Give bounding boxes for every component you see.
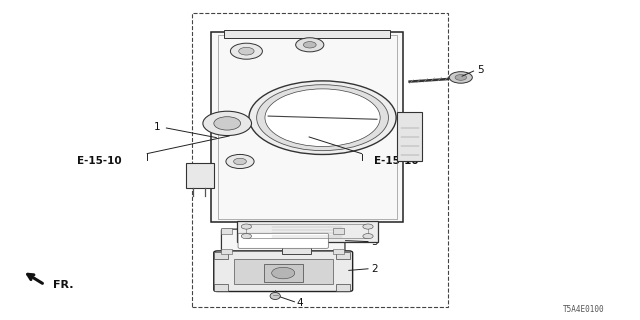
Text: FR.: FR.: [53, 280, 74, 291]
Bar: [224, 30, 390, 38]
Circle shape: [249, 81, 396, 155]
Bar: [221, 228, 232, 234]
Text: E-15-10: E-15-10: [77, 156, 122, 166]
Bar: [333, 249, 344, 254]
Text: 5: 5: [477, 65, 483, 76]
Bar: [264, 264, 303, 282]
Circle shape: [265, 89, 380, 147]
Circle shape: [363, 234, 373, 239]
Circle shape: [272, 267, 294, 279]
Circle shape: [226, 155, 254, 169]
Bar: [234, 259, 333, 284]
Bar: [282, 242, 311, 254]
Bar: [214, 284, 228, 291]
Circle shape: [241, 224, 252, 229]
Bar: [246, 224, 368, 238]
Bar: [214, 252, 228, 259]
Text: 3: 3: [371, 236, 378, 247]
Bar: [336, 252, 350, 259]
Text: 1: 1: [154, 122, 160, 132]
FancyBboxPatch shape: [214, 251, 353, 292]
Bar: [186, 163, 214, 188]
Bar: [397, 112, 422, 162]
Bar: [237, 221, 378, 242]
Bar: [333, 228, 344, 234]
Circle shape: [363, 224, 373, 229]
Text: E-15-10: E-15-10: [374, 156, 419, 166]
Text: T5A4E0100: T5A4E0100: [563, 305, 605, 314]
Circle shape: [234, 158, 246, 165]
Circle shape: [203, 111, 252, 136]
Bar: [192, 13, 448, 307]
Circle shape: [239, 47, 254, 55]
Bar: [221, 249, 232, 254]
Ellipse shape: [270, 292, 280, 300]
Bar: [336, 284, 350, 291]
FancyBboxPatch shape: [238, 233, 328, 248]
Circle shape: [296, 38, 324, 52]
FancyBboxPatch shape: [221, 229, 345, 252]
Bar: [211, 32, 403, 222]
Circle shape: [257, 85, 388, 151]
Circle shape: [241, 234, 252, 239]
Circle shape: [214, 117, 241, 130]
Circle shape: [230, 43, 262, 59]
Text: 4: 4: [296, 298, 303, 308]
Bar: [218, 35, 397, 219]
Circle shape: [455, 75, 467, 80]
Circle shape: [303, 42, 316, 48]
Text: 2: 2: [371, 264, 378, 274]
Circle shape: [449, 72, 472, 83]
